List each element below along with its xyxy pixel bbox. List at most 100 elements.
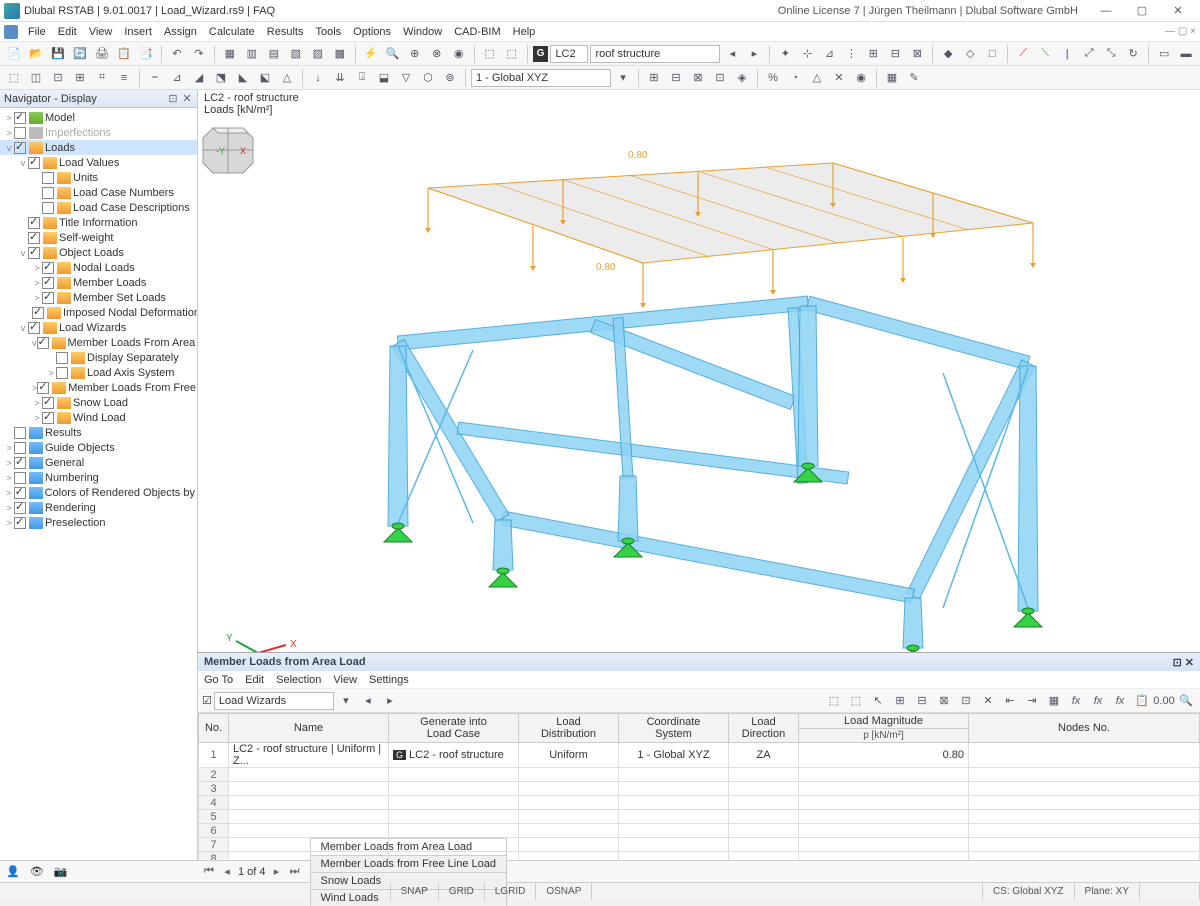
t2f-icon[interactable]: ≡ [114, 68, 134, 88]
bpt17-icon[interactable]: 🔍 [1176, 691, 1196, 711]
ax5-icon[interactable]: ⤡ [1101, 44, 1121, 64]
lc-name-combo[interactable]: roof structure [590, 45, 720, 63]
t2ab-icon[interactable]: △ [807, 68, 827, 88]
open-icon[interactable]: 📂 [26, 44, 46, 64]
tree-node[interactable]: Display Separately [0, 350, 197, 365]
tree-node[interactable]: >Member Loads From Free Lin... [0, 380, 197, 395]
snap7-icon[interactable]: ⊠ [907, 44, 927, 64]
col-dir[interactable]: LoadDirection [729, 714, 799, 743]
col-mag[interactable]: Load Magnitude [799, 714, 969, 729]
tree-node[interactable]: >General [0, 455, 197, 470]
save-icon[interactable]: 💾 [48, 44, 68, 64]
r1-icon[interactable]: ▭ [1154, 44, 1174, 64]
tree-node[interactable]: >Numbering [0, 470, 197, 485]
t2x-icon[interactable]: ⊡ [710, 68, 730, 88]
t2d-icon[interactable]: ⊞ [70, 68, 90, 88]
t2s-icon[interactable]: ⬡ [418, 68, 438, 88]
calc4-icon[interactable]: ⊗ [427, 44, 447, 64]
bpt15-icon[interactable]: 📋 [1132, 691, 1152, 711]
tree-node[interactable]: Self-weight [0, 230, 197, 245]
tree-node[interactable]: Results [0, 425, 197, 440]
t2g-icon[interactable]: ⎯ [145, 68, 165, 88]
t2h-icon[interactable]: ⊿ [167, 68, 187, 88]
bpt2-icon[interactable]: ⬚ [846, 691, 866, 711]
bl-cam-icon[interactable]: 📷 [54, 865, 68, 878]
minimize-button[interactable]: — [1088, 1, 1124, 21]
bottom-panel-grid[interactable]: No. Name Generate intoLoad Case LoadDist… [198, 713, 1200, 860]
menu-help[interactable]: Help [507, 26, 542, 38]
lc-prev-icon[interactable]: ⬚ [480, 44, 500, 64]
copy-icon[interactable]: 📋 [114, 44, 134, 64]
r2-icon[interactable]: ▬ [1176, 44, 1196, 64]
t2ad-icon[interactable]: ◉ [851, 68, 871, 88]
tree-node[interactable]: vLoads [0, 140, 197, 155]
col-p[interactable]: p [kN/m²] [799, 729, 969, 743]
tree-node[interactable]: vMember Loads From Area Load [0, 335, 197, 350]
undo-icon[interactable]: ↶ [167, 44, 187, 64]
tree-node[interactable]: vObject Loads [0, 245, 197, 260]
mdi-controls[interactable]: — ▢ × [1165, 26, 1196, 37]
bp-menu-edit[interactable]: Edit [245, 674, 264, 686]
status-lgrid[interactable]: LGRID [485, 883, 537, 900]
t2v-icon[interactable]: ⊟ [666, 68, 686, 88]
print-icon[interactable]: 🖨 [92, 44, 112, 64]
bpt3-icon[interactable]: ↖ [868, 691, 888, 711]
cs-dd-icon[interactable]: ▾ [613, 68, 633, 88]
bpt13-icon[interactable]: fx [1088, 691, 1108, 711]
t2o-icon[interactable]: ⇊ [330, 68, 350, 88]
viewport-3d[interactable]: 0.800.80 X Y Z -Y X [198, 118, 1200, 652]
menu-view[interactable]: View [83, 26, 119, 38]
snap4-icon[interactable]: ⋮ [841, 44, 861, 64]
t2t-icon[interactable]: ⊚ [440, 68, 460, 88]
t2aa-icon[interactable]: ◔ [785, 68, 805, 88]
calc5-icon[interactable]: ◉ [449, 44, 469, 64]
bpt4-icon[interactable]: ⊞ [890, 691, 910, 711]
t2k-icon[interactable]: ◣ [233, 68, 253, 88]
navigator-tree[interactable]: >Model>ImperfectionsvLoadsvLoad ValuesUn… [0, 108, 197, 882]
lc-next-icon[interactable]: ⬚ [502, 44, 522, 64]
col-nodes[interactable]: Nodes No. [969, 714, 1200, 743]
ax2-icon[interactable]: ⟍ [1035, 44, 1055, 64]
tree-node[interactable]: >Nodal Loads [0, 260, 197, 275]
obj1-icon[interactable]: ◆ [938, 44, 958, 64]
bpt12-icon[interactable]: fx [1066, 691, 1086, 711]
nav-close-icon[interactable]: ✕ [181, 93, 193, 105]
tree-node[interactable]: vLoad Wizards [0, 320, 197, 335]
nav-cube[interactable]: -Y X [198, 118, 258, 178]
view6-icon[interactable]: ▩ [330, 44, 350, 64]
bpt9-icon[interactable]: ⇤ [1000, 691, 1020, 711]
obj2-icon[interactable]: ◇ [960, 44, 980, 64]
bpt10-icon[interactable]: ⇥ [1022, 691, 1042, 711]
t2b-icon[interactable]: ◫ [26, 68, 46, 88]
t2i-icon[interactable]: ◢ [189, 68, 209, 88]
t2r-icon[interactable]: ▽ [396, 68, 416, 88]
bp-last-icon[interactable]: ⏭ [288, 865, 302, 878]
lc-left-icon[interactable]: ◂ [722, 44, 742, 64]
t2a-icon[interactable]: ⬚ [4, 68, 24, 88]
snap5-icon[interactable]: ⊞ [863, 44, 883, 64]
bpt8-icon[interactable]: ✕ [978, 691, 998, 711]
tree-node[interactable]: >Snow Load [0, 395, 197, 410]
tree-node[interactable]: >Wind Load [0, 410, 197, 425]
bp-dd-icon[interactable]: ▾ [336, 691, 356, 711]
t2l-icon[interactable]: ⬕ [255, 68, 275, 88]
view4-icon[interactable]: ▧ [286, 44, 306, 64]
bp-prev-icon[interactable]: ◂ [358, 691, 378, 711]
bpt14-icon[interactable]: fx [1110, 691, 1130, 711]
lc-code-combo[interactable]: LC2 [550, 45, 588, 63]
bpt7-icon[interactable]: ⊡ [956, 691, 976, 711]
t2p-icon[interactable]: ⍗ [352, 68, 372, 88]
tree-node[interactable]: >Imperfections [0, 125, 197, 140]
calc3-icon[interactable]: ⊕ [405, 44, 425, 64]
t2u-icon[interactable]: ⊞ [644, 68, 664, 88]
ax6-icon[interactable]: ↻ [1123, 44, 1143, 64]
t2y-icon[interactable]: ◈ [732, 68, 752, 88]
ax3-icon[interactable]: | [1057, 44, 1077, 64]
menu-options[interactable]: Options [347, 26, 397, 38]
bp-menu-view[interactable]: View [333, 674, 357, 686]
t2c-icon[interactable]: ⊡ [48, 68, 68, 88]
menu-tools[interactable]: Tools [309, 26, 347, 38]
view2-icon[interactable]: ▥ [242, 44, 262, 64]
col-no[interactable]: No. [199, 714, 229, 743]
menu-calculate[interactable]: Calculate [203, 26, 261, 38]
